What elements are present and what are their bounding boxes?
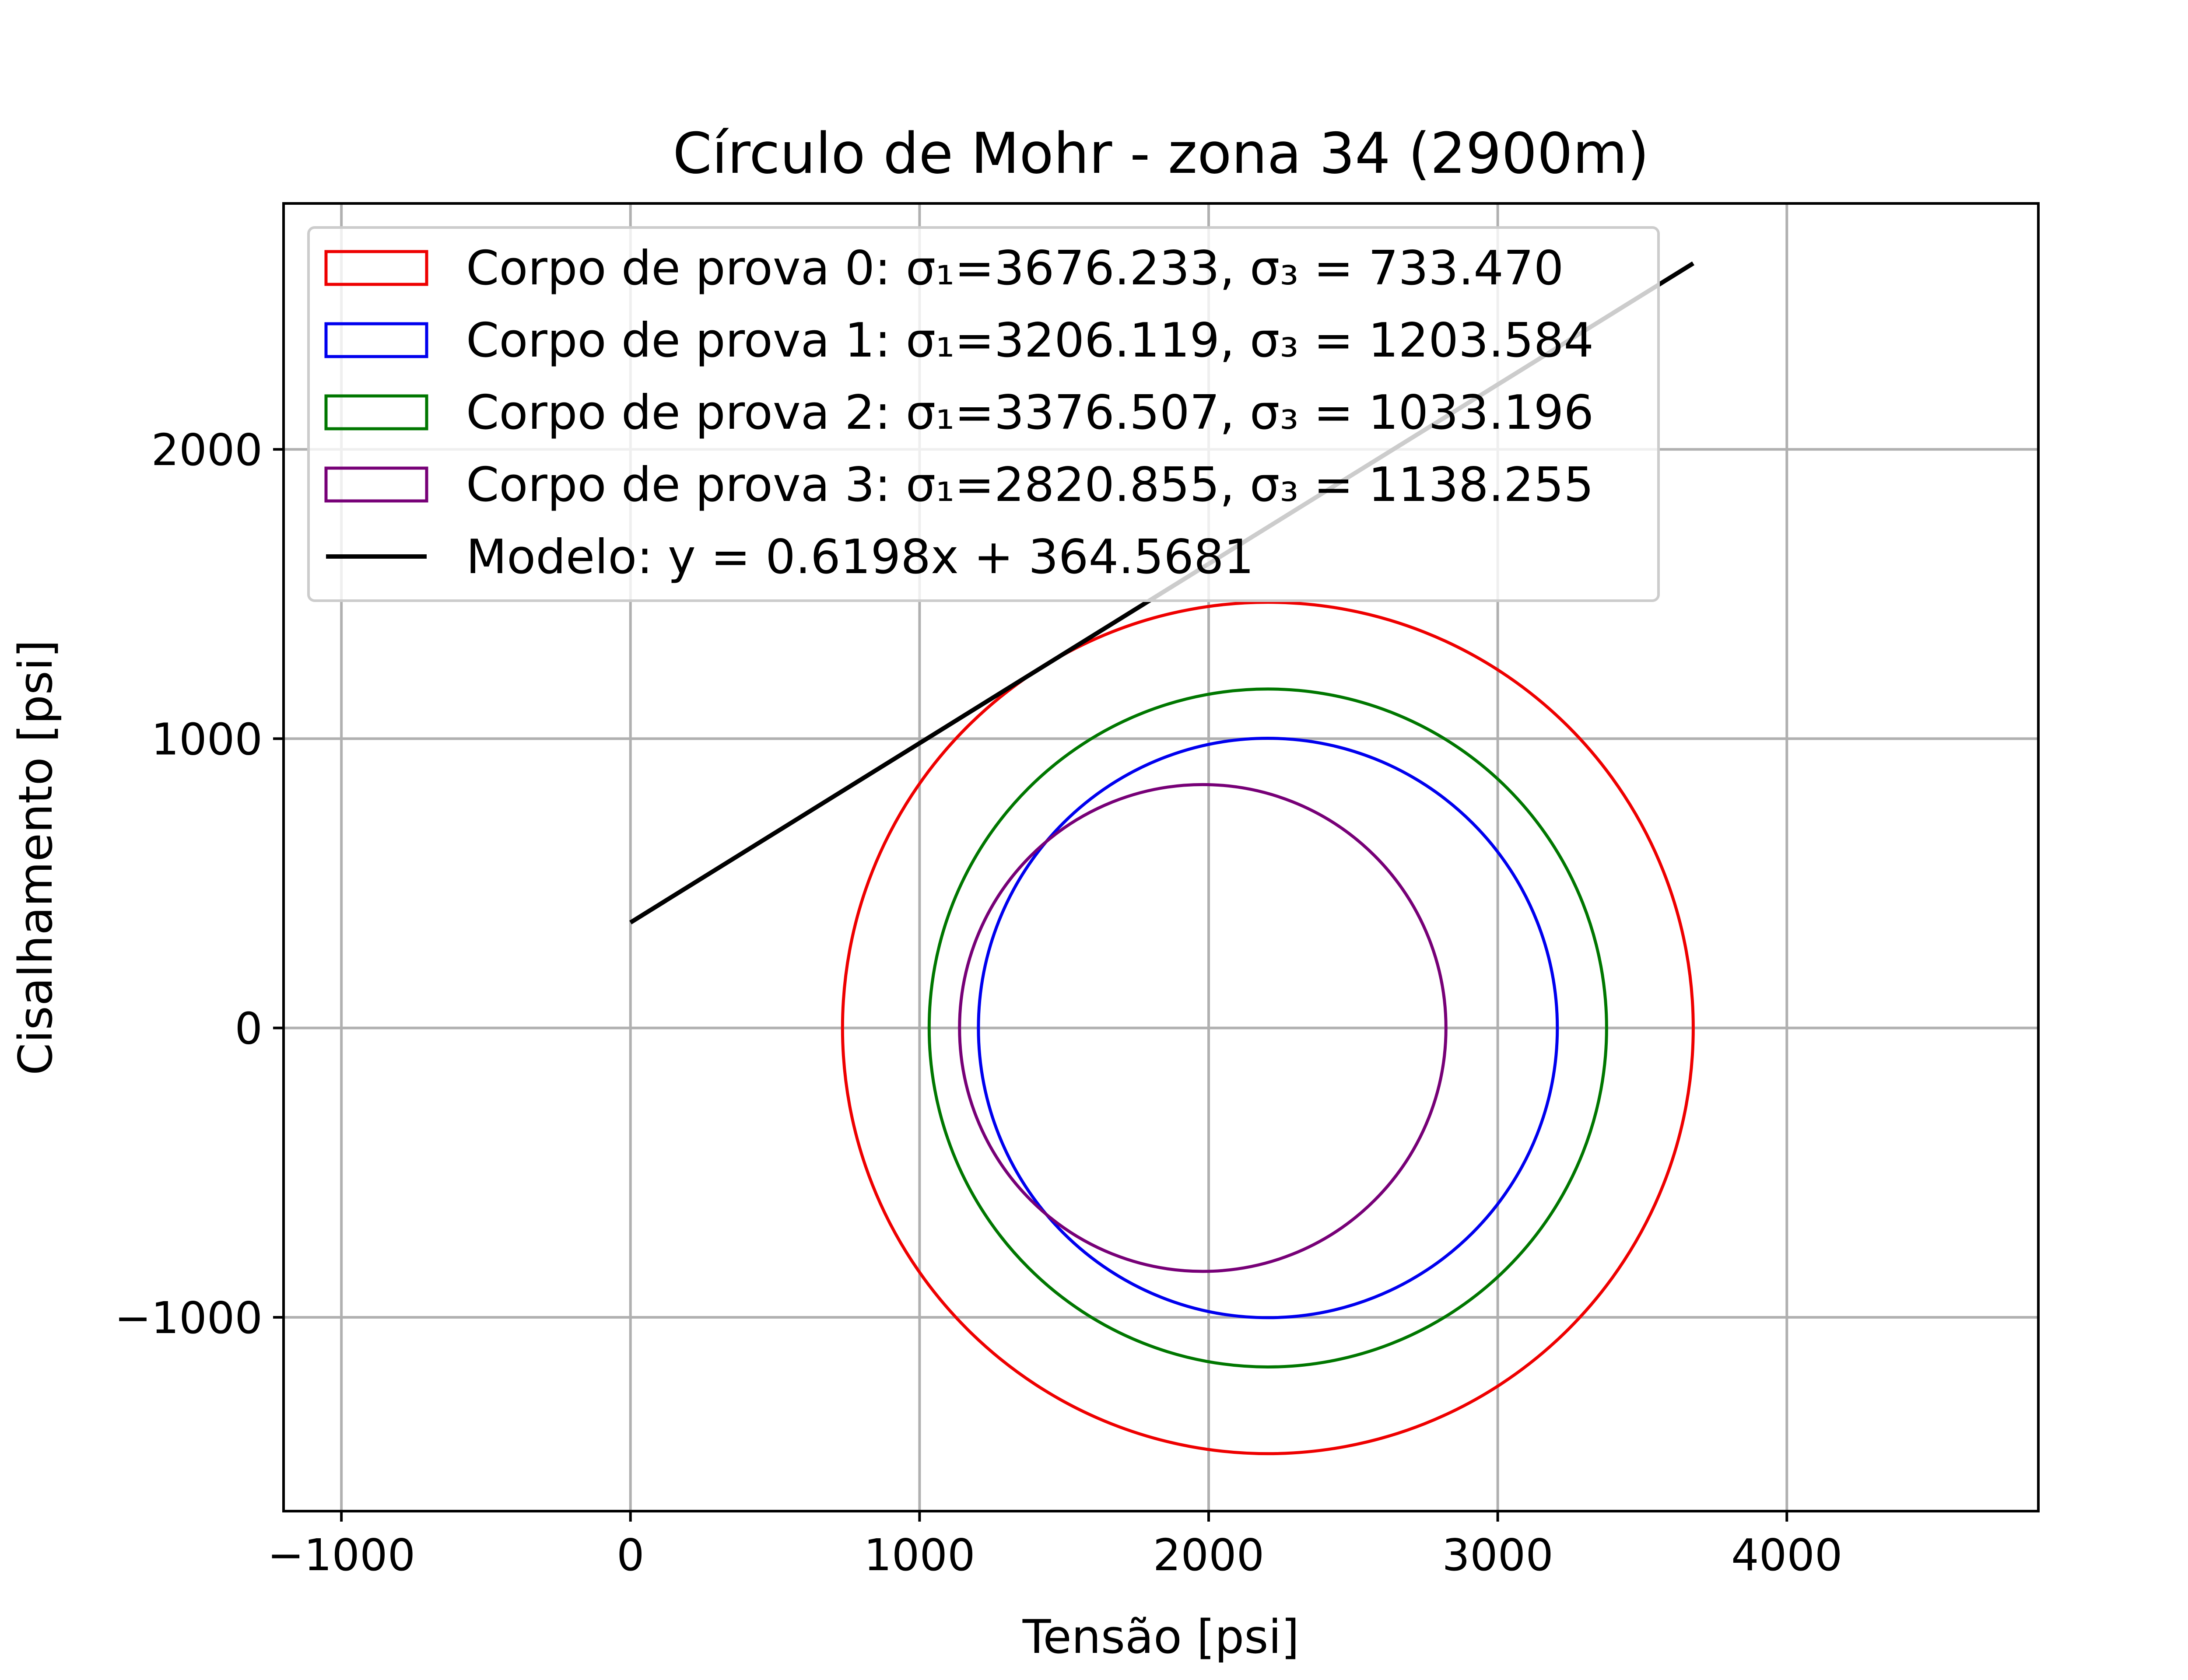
chart-title: Círculo de Mohr - zona 34 (2900m) <box>673 121 1649 186</box>
legend-label-model: Modelo: y = 0.6198x + 364.5681 <box>466 530 1254 584</box>
legend-swatch-1 <box>324 322 428 358</box>
legend-label-2: Corpo de prova 2: σ₁=3376.507, σ₃ = 1033… <box>466 385 1594 440</box>
x-tick-label: 1000 <box>864 1530 975 1581</box>
x-axis-label: Tensão [psi] <box>1022 1610 1300 1664</box>
y-tick-label: 0 <box>235 1003 263 1054</box>
y-tick-label: 2000 <box>151 424 263 476</box>
legend-swatch-2 <box>324 394 428 430</box>
legend-label-0: Corpo de prova 0: σ₁=3676.233, σ₃ = 733.… <box>466 241 1564 296</box>
x-tick-label: −1000 <box>267 1530 415 1581</box>
x-tick-label: 0 <box>617 1530 645 1581</box>
x-tick-label: 4000 <box>1731 1530 1843 1581</box>
axis-ticks: −1000 0 1000 2000 3000 4000 −1000 0 1000 2000 <box>115 424 1843 1581</box>
legend-label-1: Corpo de prova 1: σ₁=3206.119, σ₃ = 1203… <box>466 313 1594 368</box>
legend-box <box>307 226 1660 602</box>
x-tick-label: 2000 <box>1153 1530 1265 1581</box>
mohr-circle-1 <box>977 737 1559 1320</box>
plot-frame <box>282 202 2040 1512</box>
y-axis-label: Cisalhamento [psi] <box>9 640 63 1075</box>
legend-swatch-0 <box>324 250 428 286</box>
legend-swatch-3 <box>324 466 428 503</box>
y-tick-label: −1000 <box>115 1292 263 1344</box>
legend-label-3: Corpo de prova 3: σ₁=2820.855, σ₃ = 1138… <box>466 458 1594 512</box>
mohr-circle-0 <box>841 601 1695 1456</box>
y-tick-label: 1000 <box>151 714 263 765</box>
mohr-circle-3 <box>958 783 1448 1273</box>
legend: Corpo de prova 0: σ₁=3676.233, σ₃ = 733.… <box>307 226 1660 602</box>
x-tick-label: 3000 <box>1442 1530 1553 1581</box>
mohr-circle-2 <box>927 687 1608 1368</box>
